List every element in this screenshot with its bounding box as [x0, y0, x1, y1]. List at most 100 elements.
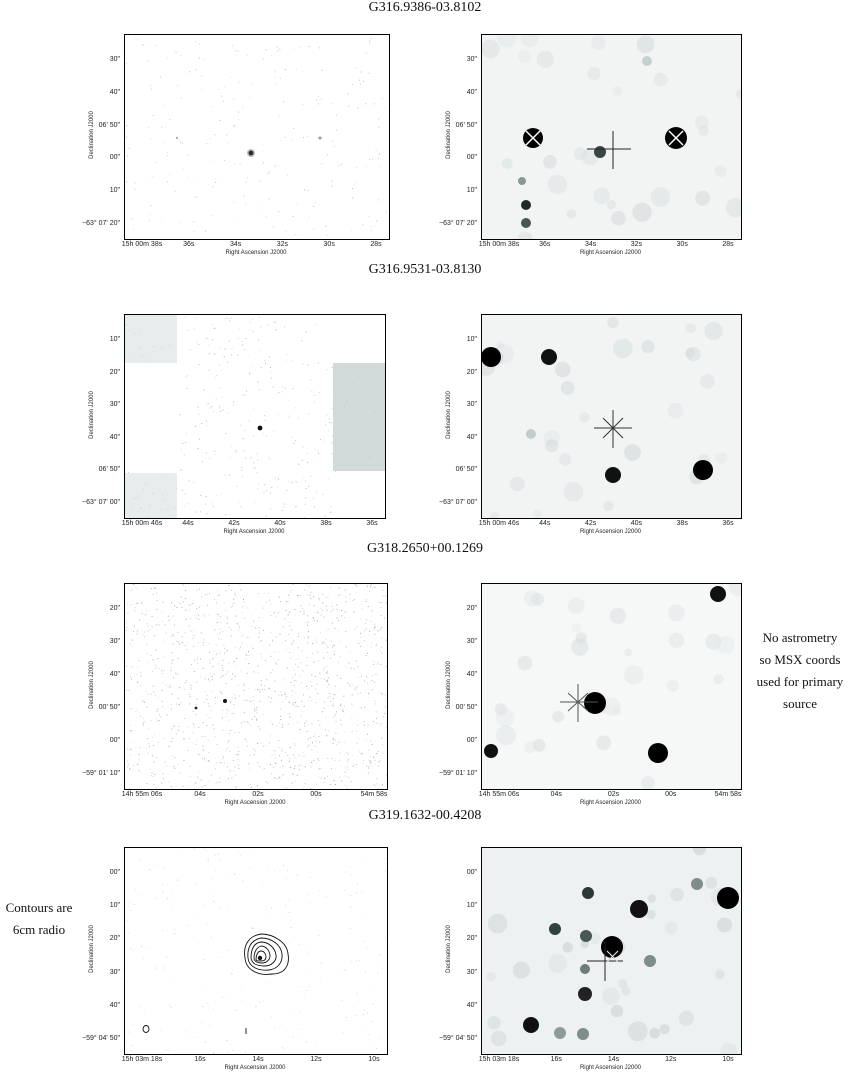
right-xtick: 32s [630, 241, 643, 248]
left-xtick: 12s [310, 1056, 322, 1063]
right-ytick: 40" [466, 671, 477, 678]
left-ytick: −59° 01' 10" [82, 770, 120, 777]
y-axis-label: Declination J2000 [446, 390, 452, 439]
left-ytick: 40" [109, 88, 120, 96]
right-xtick: 00s [665, 791, 677, 798]
contours-note: Contours are 6cm radio [0, 897, 78, 941]
left-ytick: 10" [109, 336, 120, 343]
left-xtick: 38s [320, 520, 332, 527]
left-xtick: 14h 55m 06s [121, 791, 163, 798]
right-xtick: 12s [665, 1056, 677, 1063]
right-ytick: 40" [466, 1001, 477, 1009]
x-axis-label: Right Ascension J2000 [225, 250, 287, 256]
left-ytick: 20" [109, 368, 120, 376]
right-xtick: 15h 00m 38s [478, 241, 520, 248]
left-ytick: −59° 04' 50" [82, 1035, 120, 1042]
right-ytick: 00' 50" [455, 704, 477, 711]
asterisk-marker [594, 410, 632, 448]
note-line: source [783, 696, 817, 711]
radio-contours [142, 933, 289, 1034]
right-ytick: −63° 07' 20" [439, 220, 477, 227]
left-xtick: 15h 00m 46s [121, 520, 163, 527]
left-ytick: 20" [109, 605, 120, 612]
right-xtick: 15h 00m 46s [478, 520, 520, 527]
right-ytick: 06' 50" [455, 121, 477, 129]
note-line: Contours are [5, 900, 73, 915]
y-axis-label: Declination J2000 [89, 925, 95, 973]
right-ytick: 30" [466, 638, 477, 645]
left-ytick: 40" [109, 1001, 120, 1009]
y-axis-label: Declination J2000 [89, 111, 95, 159]
note-line: so MSX coords [759, 652, 841, 667]
right-ytick: −63° 07' 00" [439, 499, 477, 506]
bright-star [693, 460, 713, 480]
right-xtick: 54m 58s [714, 791, 742, 798]
left-ytick: −63° 07' 20" [82, 220, 120, 227]
star-source [257, 425, 263, 431]
left-ytick: 30" [109, 401, 120, 409]
left-xtick: 16s [194, 1056, 206, 1063]
row3-right-field [482, 584, 741, 789]
row1-left-field [125, 37, 387, 236]
row4-title: G319.1632-00.4208 [368, 808, 482, 823]
right-xtick: 14h 55m 06s [478, 791, 520, 798]
left-ytick: 20" [109, 935, 120, 943]
bright-star [584, 692, 606, 714]
y-axis-label: Declination J2000 [446, 660, 452, 709]
right-xtick: 14s [607, 1056, 620, 1063]
bright-star [482, 347, 501, 367]
row1-right-field [482, 35, 741, 239]
star-source [248, 150, 254, 156]
left-ytick: 30" [109, 968, 120, 976]
right-ytick: 30" [466, 968, 477, 976]
right-ytick: 20" [466, 605, 477, 612]
x-axis-label: Right Ascension J2000 [224, 800, 286, 806]
row3-left-image [124, 583, 388, 790]
left-ytick: 00' 50" [98, 704, 120, 711]
row4-left-field [125, 848, 387, 1054]
y-axis-label: Declination J2000 [89, 660, 95, 709]
row4-right-field [482, 848, 741, 1054]
row3-left-field [125, 584, 387, 789]
right-xtick: 36s [722, 520, 734, 527]
right-xtick: 04s [550, 791, 562, 798]
row2-left-field [125, 315, 385, 518]
left-xtick: 40s [274, 520, 286, 527]
left-xtick: 02s [252, 791, 264, 798]
right-ytick: 40" [466, 88, 477, 96]
x-axis-label: Right Ascension J2000 [579, 1065, 642, 1071]
bright-star [717, 887, 739, 909]
right-xtick: 34s [584, 241, 597, 248]
right-xtick: 36s [539, 241, 551, 248]
cross-marker [606, 950, 619, 963]
y-axis-label: Declination J2000 [89, 390, 95, 439]
left-ytick: 00" [109, 154, 120, 162]
right-ytick: 40" [466, 433, 477, 441]
left-ytick: 40" [109, 671, 120, 678]
right-ytick: 00" [466, 737, 477, 744]
x-axis-label: Right Ascension J2000 [224, 1065, 286, 1071]
right-ytick: 10" [466, 187, 477, 195]
right-xtick: 44s [539, 520, 551, 527]
left-ytick: 10" [109, 902, 120, 910]
note-line: used for primary [756, 674, 844, 689]
left-xtick: 42s [228, 520, 240, 527]
right-ytick: 30" [466, 401, 477, 409]
astrometry-note: No astrometry so MSX coords used for pri… [745, 627, 850, 715]
left-xtick: 28s [370, 241, 382, 248]
y-axis-label: Declination J2000 [446, 111, 452, 159]
left-xtick: 10s [368, 1056, 380, 1063]
left-xtick: 30s [323, 241, 335, 248]
left-ytick: 06' 50" [98, 121, 120, 129]
star-source [223, 699, 227, 703]
cross-marker [525, 130, 684, 146]
right-ytick: 06' 50" [455, 466, 477, 474]
left-ytick: −63° 07' 00" [82, 499, 120, 506]
x-axis-label: Right Ascension J2000 [579, 800, 642, 806]
right-xtick: 02s [607, 791, 620, 798]
left-xtick: 34s [229, 241, 242, 248]
y-axis-label: Declination J2000 [446, 925, 452, 973]
left-ytick: 00" [109, 869, 120, 876]
row1-title: G316.9386-03.8102 [368, 0, 482, 15]
note-line: 6cm radio [12, 922, 66, 937]
